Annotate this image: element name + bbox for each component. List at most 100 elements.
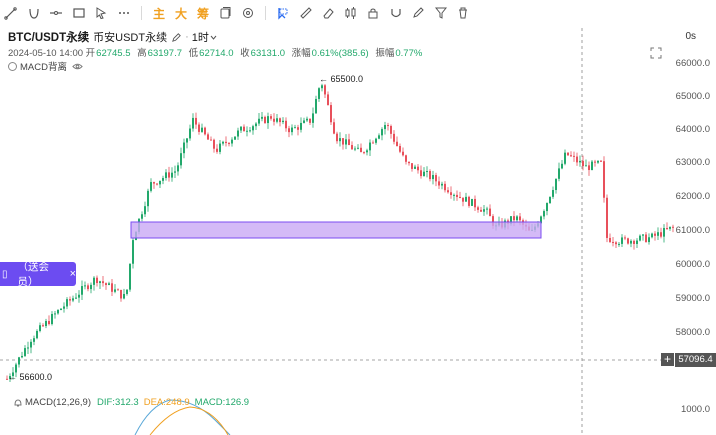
candle-body xyxy=(648,237,650,243)
candle-body xyxy=(213,139,215,149)
edit-icon[interactable] xyxy=(171,32,182,43)
rectangle-icon[interactable] xyxy=(68,2,90,24)
candle-body xyxy=(663,228,665,237)
candle-body xyxy=(234,136,236,140)
candle-body xyxy=(72,298,74,301)
toolbar-divider xyxy=(141,6,142,20)
trash-icon[interactable] xyxy=(452,2,474,24)
candle-body xyxy=(414,166,416,169)
lock-icon[interactable] xyxy=(362,2,384,24)
indicator-overlay-row: MACD背离 xyxy=(8,59,83,73)
candle-body xyxy=(267,116,269,124)
candle-body xyxy=(144,206,146,215)
candle-body xyxy=(639,235,641,241)
open-label: 开 xyxy=(85,48,96,59)
timezone-label[interactable]: 0s xyxy=(685,31,696,42)
candle-body xyxy=(486,208,488,210)
change-label: 涨幅 xyxy=(291,48,311,59)
candle-body xyxy=(408,161,410,164)
candle-body xyxy=(603,161,605,198)
candle-body xyxy=(552,190,554,197)
settings-icon[interactable] xyxy=(237,2,259,24)
candle-body xyxy=(291,127,293,133)
candles-icon[interactable] xyxy=(340,2,362,24)
candle-body xyxy=(411,163,413,169)
price-tick-label: 64000.0 xyxy=(675,124,710,135)
promo-popup[interactable]: ▯ （送会员） × xyxy=(0,261,76,288)
candle-body xyxy=(243,126,245,132)
candle-body xyxy=(354,148,356,150)
candle-body xyxy=(153,182,155,184)
candle-body xyxy=(480,209,482,212)
chip-distribution-button[interactable]: 筹 xyxy=(196,6,209,21)
select-tool-icon[interactable] xyxy=(272,2,294,24)
pencil-icon[interactable] xyxy=(0,2,22,24)
cursor-arrow-icon[interactable] xyxy=(90,2,112,24)
candle-body xyxy=(237,130,239,137)
add-alert-icon[interactable]: + xyxy=(661,353,674,366)
price-tick-label: 66000.0 xyxy=(675,58,710,69)
change-value: 0.61%(385.6) xyxy=(311,48,369,59)
candle-body xyxy=(327,94,329,106)
copy-icon[interactable] xyxy=(214,2,236,24)
bell-icon[interactable] xyxy=(13,398,23,408)
candle-body xyxy=(633,240,635,244)
more-icon[interactable] xyxy=(113,2,135,24)
candle-body xyxy=(441,183,443,186)
horizontal-line-icon[interactable] xyxy=(45,2,67,24)
main-indicator-button[interactable]: 主 xyxy=(152,6,165,21)
candle-body xyxy=(375,138,377,143)
candle-body xyxy=(171,172,173,178)
candle-body xyxy=(432,175,434,180)
filter-icon[interactable] xyxy=(430,2,452,24)
expand-icon[interactable] xyxy=(650,47,662,59)
crosshair-price-label: 57096.4 xyxy=(675,353,716,367)
eraser-icon[interactable] xyxy=(317,2,339,24)
candle-body xyxy=(402,151,404,156)
eye-icon[interactable] xyxy=(72,61,83,72)
candle-body xyxy=(159,180,161,185)
candle-body xyxy=(540,216,542,224)
edit-icon[interactable] xyxy=(407,2,429,24)
candle-body xyxy=(318,88,320,99)
candle-body xyxy=(399,146,401,152)
candle-body xyxy=(330,105,332,123)
candle-body xyxy=(465,196,467,202)
amplitude-label: 振幅 xyxy=(375,48,395,59)
indicator-overlay-label[interactable]: MACD背离 xyxy=(20,62,67,73)
candle-body xyxy=(162,178,164,181)
close-icon[interactable]: × xyxy=(69,268,76,280)
magnet-icon[interactable] xyxy=(385,2,407,24)
symbol-header: BTC/USDT永续 币安USDT永续 · 1时 xyxy=(8,29,218,45)
low-value: 62714.0 xyxy=(199,48,234,59)
candle-body xyxy=(192,117,194,129)
chevron-down-icon[interactable] xyxy=(209,33,218,42)
candle-body xyxy=(306,118,308,121)
candle-body xyxy=(270,116,272,119)
candle-body xyxy=(309,118,311,123)
candle-body xyxy=(393,133,395,142)
large-order-button[interactable]: 大 xyxy=(174,6,187,21)
candle-body xyxy=(186,138,188,143)
macd-name[interactable]: MACD(12,26,9) xyxy=(25,397,91,408)
candle-body xyxy=(555,178,557,191)
candle-body xyxy=(420,170,422,177)
macd-value: MACD:126.9 xyxy=(194,397,250,408)
candle-body xyxy=(477,207,479,210)
candle-body xyxy=(114,289,116,292)
promo-text[interactable]: （送会员） xyxy=(17,261,50,288)
candle-body xyxy=(549,196,551,203)
candle-body xyxy=(129,263,131,290)
arc-icon[interactable] xyxy=(23,2,45,24)
candle-body xyxy=(357,147,359,149)
symbol-name[interactable]: BTC/USDT永续 xyxy=(8,32,90,44)
separator-dot: · xyxy=(185,31,189,43)
high-value: 63197.7 xyxy=(147,48,183,59)
candle-body xyxy=(627,238,629,244)
candle-body xyxy=(9,376,11,379)
ruler-icon[interactable] xyxy=(295,2,317,24)
candle-body xyxy=(336,133,338,142)
candle-body xyxy=(252,126,254,131)
interval-selector[interactable]: 1时 xyxy=(191,32,209,44)
